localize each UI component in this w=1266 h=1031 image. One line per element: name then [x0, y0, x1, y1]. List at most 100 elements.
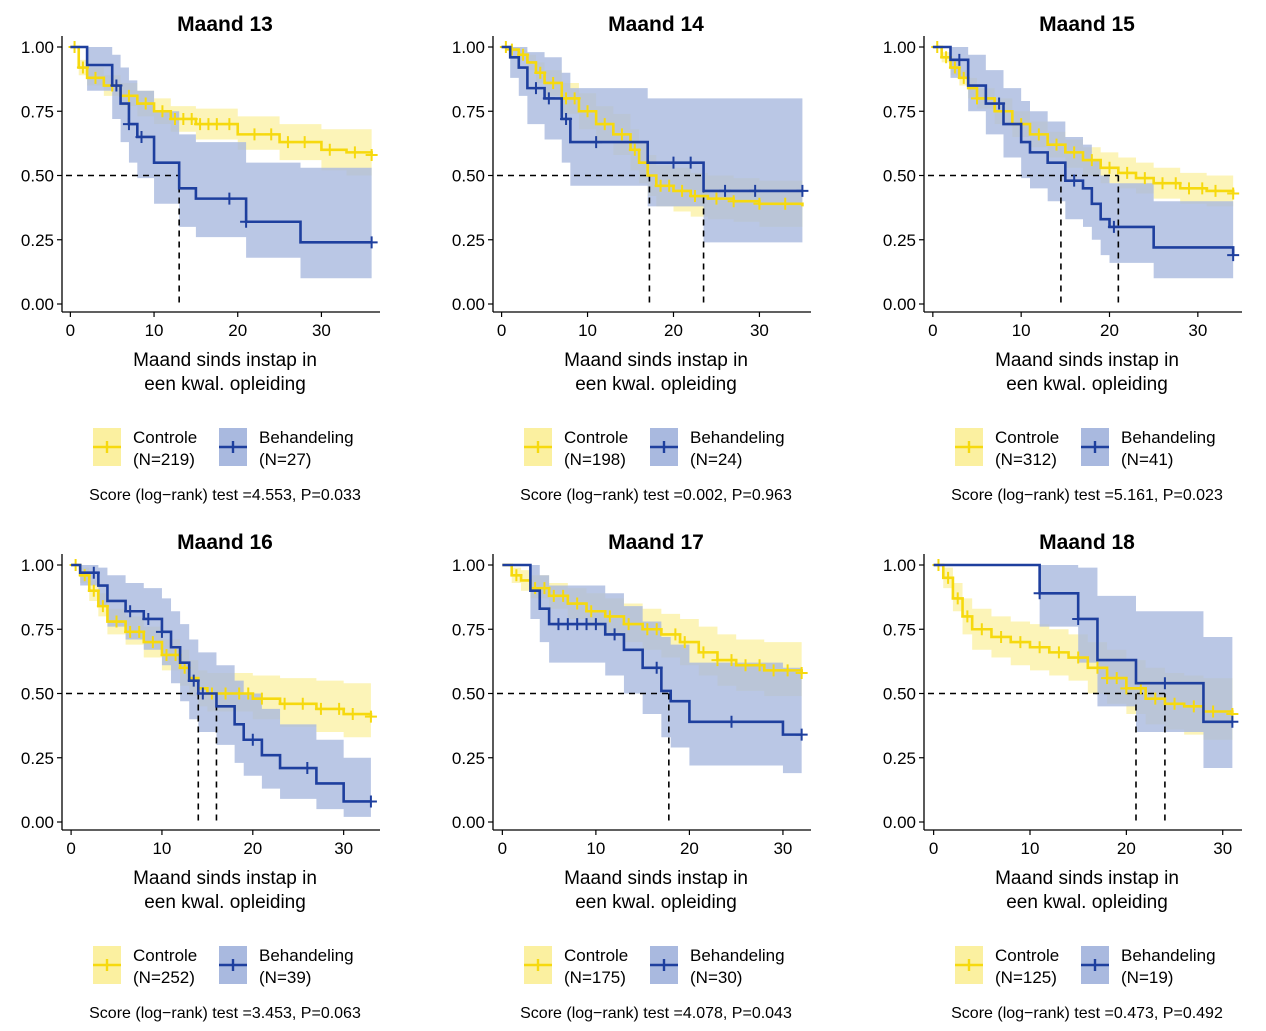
ci-band-behandeling: [501, 47, 803, 243]
censor-mark-controle: [534, 66, 547, 79]
km-panel-3: Maand 15 0.00 0.25 0.50 0.75 1.00 0 10 20 30 Maand…: [862, 0, 1266, 513]
legend-n-label: (N=41): [1121, 450, 1173, 469]
legend-n-label: (N=30): [690, 968, 742, 987]
censor-mark-behandeling: [1068, 174, 1081, 187]
legend-label: Behandeling: [1121, 946, 1216, 965]
censor-mark-controle: [710, 192, 723, 205]
legend-label: Controle: [995, 428, 1059, 447]
censor-mark-controle: [1121, 166, 1134, 179]
censor-mark-controle: [951, 592, 964, 605]
censor-mark-behandeling: [135, 130, 148, 143]
censor-mark-behandeling: [684, 156, 697, 169]
censor-mark-behandeling: [364, 795, 377, 808]
censor-mark-controle: [1187, 700, 1200, 713]
x-tick-label: 20: [664, 321, 683, 340]
censor-mark-controle: [581, 105, 594, 118]
censor-mark-behandeling: [110, 79, 123, 92]
censor-mark-controle: [146, 636, 159, 649]
y-tick-label: 0.75: [883, 102, 916, 121]
y-tick-label: 0.00: [21, 295, 54, 314]
x-tick-label: 10: [1021, 839, 1040, 858]
censor-mark-behandeling: [725, 715, 738, 728]
censor-mark-behandeling: [240, 215, 253, 228]
survival-line-behandeling: [501, 45, 803, 193]
legend-n-label: (N=27): [259, 450, 311, 469]
legend-key-controle: [93, 959, 121, 971]
censor-mark-controle: [110, 615, 123, 628]
legend-key-controle: [955, 959, 983, 971]
censor-mark-controle: [255, 692, 268, 705]
survival-line-behandeling: [71, 563, 371, 803]
censor-mark-behandeling: [124, 605, 137, 618]
censor-mark-behandeling: [122, 118, 135, 131]
censor-mark-behandeling: [608, 628, 621, 641]
y-tick-label: 1.00: [883, 38, 916, 57]
y-tick-label: 0.50: [452, 685, 485, 704]
km-plot-svg: Maand 17 0.00 0.25 0.50 0.75 1.00 0 10 20 30 Maand…: [452, 531, 811, 1022]
logrank-test-text: Score (log−rank) test =4.078, P=0.043: [520, 1005, 792, 1022]
logrank-test-text: Score (log−rank) test =4.553, P=0.033: [89, 487, 361, 504]
censor-mark-controle: [242, 687, 255, 700]
censor-mark-controle: [1207, 705, 1220, 718]
censor-mark-behandeling: [993, 97, 1006, 110]
censor-mark-behandeling: [1072, 612, 1085, 625]
x-tick-label: 10: [145, 321, 164, 340]
censor-mark-controle: [688, 190, 701, 203]
censor-mark-controle: [547, 76, 560, 89]
censor-mark-controle: [598, 118, 611, 131]
y-tick-label: 1.00: [452, 556, 485, 575]
censor-mark-controle: [622, 618, 635, 631]
censor-mark-behandeling: [529, 82, 542, 95]
y-tick-label: 0.50: [883, 685, 916, 704]
censor-mark-controle: [669, 628, 682, 641]
legend-label: Controle: [133, 946, 197, 965]
y-tick-label: 0.75: [21, 620, 54, 639]
ci-band-behandeling: [932, 47, 1234, 284]
censor-mark-behandeling: [795, 728, 808, 741]
censor-mark-controle: [942, 571, 955, 584]
chart-title: Maand 15: [1039, 13, 1135, 36]
legend-key-controle: [524, 441, 552, 453]
censor-mark-behandeling: [365, 236, 378, 249]
chart-title: Maand 14: [608, 13, 704, 36]
km-panel-4: Maand 16 0.00 0.25 0.50 0.75 1.00 0 10 20 30 Maand…: [0, 518, 430, 1031]
censor-mark-controle: [296, 697, 309, 710]
x-axis-label: een kwal. opleiding: [575, 892, 737, 913]
logrank-test-text: Score (log−rank) test =5.161, P=0.023: [951, 487, 1223, 504]
censor-mark-controle: [76, 61, 89, 74]
km-plot-svg: Maand 16 0.00 0.25 0.50 0.75 1.00 0 10 20 30 Maand…: [21, 531, 380, 1022]
x-axis-label: een kwal. opleiding: [144, 374, 306, 395]
censor-mark-controle: [78, 569, 91, 582]
censor-mark-controle: [697, 646, 710, 659]
km-plot-svg: Maand 18 0.00 0.25 0.50 0.75 1.00 0 10 20 30 Maand…: [883, 531, 1242, 1022]
legend-label: Behandeling: [259, 428, 354, 447]
censor-mark-controle: [298, 136, 311, 149]
censor-mark-controle: [365, 148, 378, 161]
y-tick-label: 1.00: [452, 38, 485, 57]
legend-label: Behandeling: [1121, 428, 1216, 447]
censor-mark-controle: [139, 97, 152, 110]
censor-mark-behandeling: [560, 112, 573, 125]
legend-label: Controle: [564, 946, 628, 965]
y-tick-label: 0.00: [883, 295, 916, 314]
censor-mark-controle: [767, 664, 780, 677]
x-axis-label: Maand sinds instap in: [133, 868, 317, 889]
x-tick-label: 20: [1117, 839, 1136, 858]
x-axis-label: een kwal. opleiding: [575, 374, 737, 395]
x-axis-label: een kwal. opleiding: [144, 892, 306, 913]
censor-mark-controle: [346, 708, 359, 721]
legend-key-controle: [93, 441, 121, 453]
censor-mark-controle: [122, 89, 135, 102]
censor-mark-controle: [510, 569, 523, 582]
censor-mark-controle: [281, 136, 294, 149]
logrank-test-text: Score (log−rank) test =0.473, P=0.492: [951, 1005, 1223, 1022]
censor-mark-behandeling: [155, 625, 168, 638]
censor-mark-controle: [517, 48, 530, 61]
censor-mark-behandeling: [749, 184, 762, 197]
censor-mark-controle: [781, 664, 794, 677]
x-tick-label: 30: [1213, 839, 1232, 858]
censor-mark-controle: [210, 118, 223, 131]
censor-mark-controle: [248, 128, 261, 141]
x-tick-label: 0: [498, 839, 507, 858]
censor-mark-controle: [571, 597, 584, 610]
